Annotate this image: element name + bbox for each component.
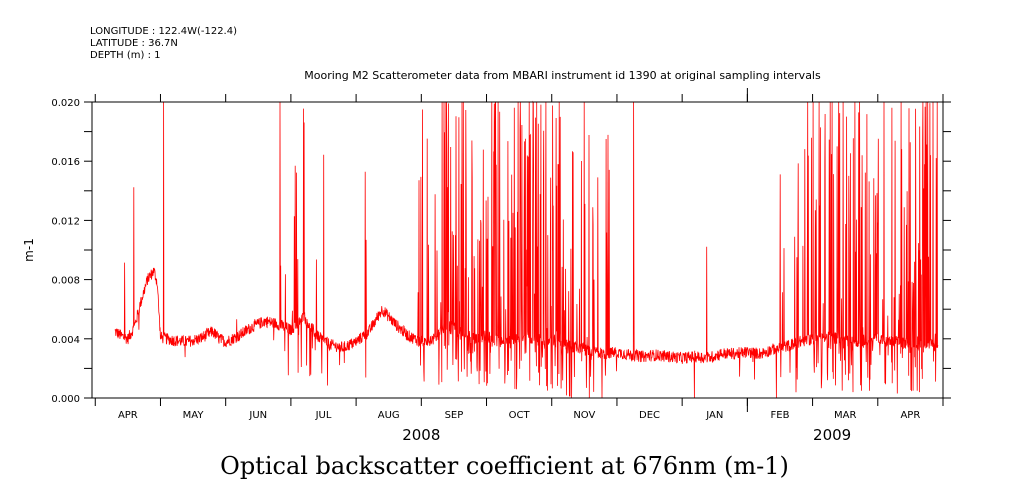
x-tick-label-mar: MAR <box>834 410 856 421</box>
y-tick-label: 0.000 <box>51 394 80 405</box>
x-tick-label-apr: APR <box>900 410 920 421</box>
mooring-metadata: LONGITUDE : 122.4W(-122.4) LATITUDE : 36… <box>90 26 237 62</box>
y-tick-label: 0.008 <box>51 276 80 287</box>
x-tick-label-nov: NOV <box>573 410 595 421</box>
x-tick-label-jul: JUL <box>315 410 332 421</box>
x-tick-label-jan: JAN <box>705 410 723 421</box>
x-tick-label-aug: AUG <box>378 410 400 421</box>
longitude-label: LONGITUDE : 122.4W(-122.4) <box>90 26 237 37</box>
chart-subtitle: Mooring M2 Scatterometer data from MBARI… <box>304 69 821 82</box>
year-label-2009: 2009 <box>813 426 851 444</box>
data-series-line <box>114 100 939 399</box>
x-tick-label-oct: OCT <box>509 410 531 421</box>
y-axis-label: m-1 <box>22 238 36 262</box>
y-tick-label: 0.016 <box>51 157 80 168</box>
x-tick-label-feb: FEB <box>771 410 790 421</box>
x-tick-label-apr: APR <box>118 410 138 421</box>
latitude-label: LATITUDE : 36.7N <box>90 38 178 49</box>
y-tick-label: 0.012 <box>51 216 80 227</box>
backscatter-time-series-chart: Mooring M2 Scatterometer data from MBARI… <box>22 69 951 444</box>
y-tick-label: 0.004 <box>51 335 80 346</box>
figure-title: Optical backscatter coefficient at 676nm… <box>220 452 789 480</box>
y-tick-label: 0.020 <box>51 98 80 109</box>
x-tick-label-may: MAY <box>183 410 205 421</box>
depth-label: DEPTH (m) : 1 <box>90 50 161 61</box>
x-tick-label-dec: DEC <box>639 410 660 421</box>
x-tick-label-sep: SEP <box>445 410 464 421</box>
x-tick-label-jun: JUN <box>248 410 267 421</box>
year-label-2008: 2008 <box>402 426 440 444</box>
